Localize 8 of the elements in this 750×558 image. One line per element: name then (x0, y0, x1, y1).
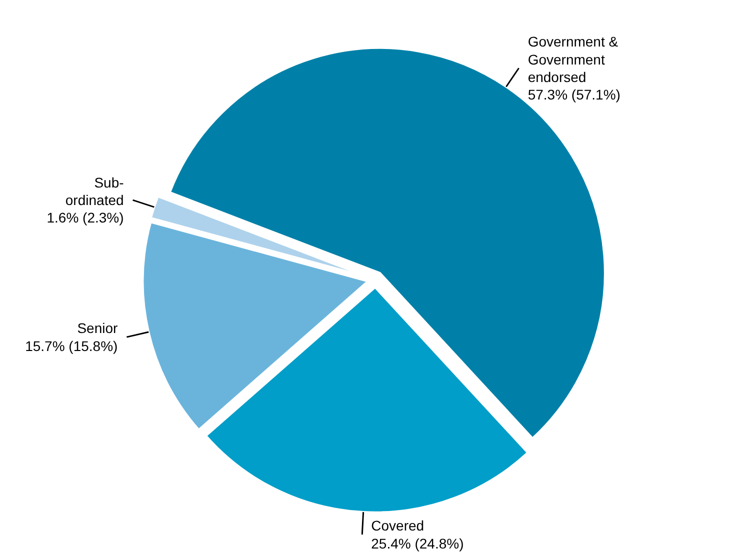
slice-label: Government & Government endorsed (528, 34, 619, 85)
slice-label: Covered (371, 518, 424, 534)
data-label: 1.6% (2.3%) (46, 210, 124, 226)
slice-label: Senior (77, 320, 118, 336)
slice-label: Sub-ordinated (65, 174, 124, 208)
data-label: 15.7% (15.8%) (25, 338, 118, 354)
data-label: 25.4% (24.8%) (371, 535, 464, 552)
data-label: 57.3% (57.1%) (528, 86, 620, 103)
